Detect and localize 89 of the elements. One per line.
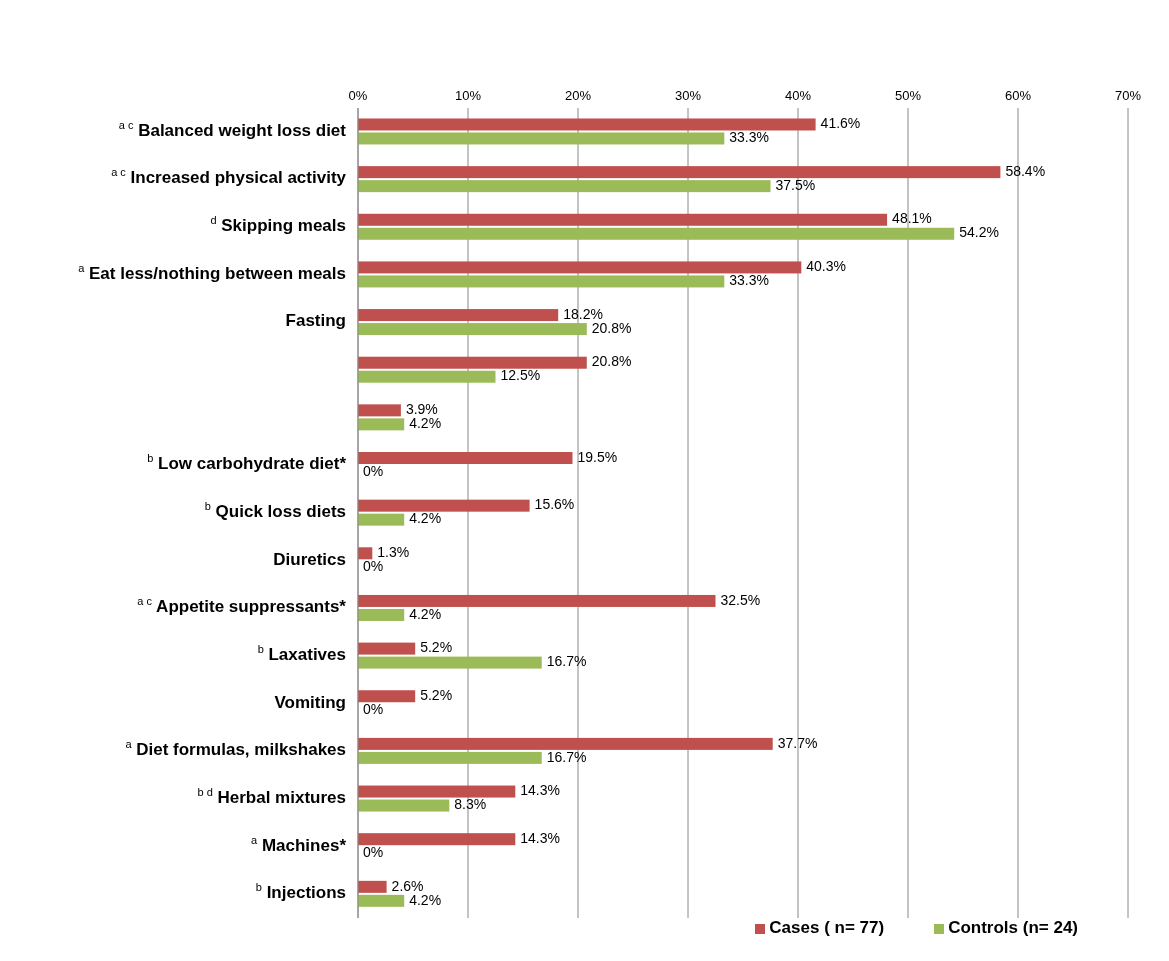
y-tick-label: Vomiting (274, 693, 346, 713)
y-tick-label: $^{a c}$ Appetite suppressants* (137, 595, 347, 617)
bar (358, 370, 496, 383)
data-label: 33.3% (729, 272, 769, 289)
data-label: 3.9% (405, 401, 438, 418)
y-tick-label: Fasting (285, 311, 346, 331)
data-label: 58.4% (1005, 162, 1046, 179)
bar (358, 499, 530, 512)
y-tick-label: $^{a c}$ Increased physical activity (111, 166, 347, 188)
bar (358, 642, 416, 655)
x-tick-label: 30% (674, 88, 702, 103)
data-label: 0% (363, 843, 384, 860)
data-label: 4.2% (409, 605, 442, 622)
bar (358, 833, 516, 846)
bar (358, 418, 405, 431)
data-label: 0% (363, 462, 384, 479)
data-label: 16.7% (546, 653, 587, 670)
data-label: 8.3% (454, 796, 487, 813)
data-label: 37.7% (777, 734, 818, 751)
bar (358, 737, 773, 750)
y-tick-label: $^{a c}$ Balanced weight loss diet (118, 118, 347, 141)
bar (358, 132, 725, 145)
bar (358, 356, 587, 369)
bar (358, 594, 716, 607)
data-label: 2.6% (391, 877, 424, 894)
bar (358, 751, 542, 764)
bar (358, 166, 1001, 179)
y-tick-label: $^{d}$ Skipping meals (210, 214, 346, 236)
data-label: 0% (363, 700, 384, 717)
legend-label: Controls (n= 24) (948, 918, 1078, 937)
x-tick-label: 20% (564, 88, 592, 103)
bar (358, 275, 725, 288)
data-label: 41.6% (820, 115, 861, 132)
bar (358, 323, 587, 336)
bar (358, 547, 373, 560)
data-label: 37.5% (775, 176, 816, 193)
data-label: 18.2% (563, 305, 603, 322)
y-tick-label: Diuretics (273, 550, 346, 570)
bar (358, 690, 416, 703)
bar (358, 227, 955, 240)
x-tick-label: 40% (784, 88, 812, 103)
data-label: 14.3% (520, 829, 560, 846)
y-tick-label: $^{b}$ Quick loss diets (204, 499, 346, 522)
bar (358, 452, 573, 465)
x-tick-label: 70% (1114, 88, 1142, 103)
data-label: 15.6% (534, 496, 575, 513)
data-label: 4.2% (409, 415, 442, 432)
bar (358, 404, 401, 417)
x-tick-label: 0% (348, 88, 368, 103)
y-tick-label: $^{b}$ Laxatives (257, 642, 346, 665)
data-label: 20.8% (591, 353, 632, 370)
x-tick-label: 10% (454, 88, 482, 103)
bar (358, 880, 387, 893)
data-label: 4.2% (409, 510, 442, 527)
bar (358, 261, 802, 274)
data-label: 48.1% (892, 210, 932, 227)
data-label: 0% (363, 558, 384, 575)
bar (358, 180, 771, 193)
bar (358, 608, 405, 621)
data-label: 54.2% (959, 224, 999, 241)
y-tick-label: $^{a}$ Machines* (251, 833, 347, 856)
bar (358, 213, 888, 226)
data-label: 4.2% (409, 891, 442, 908)
data-label: 12.5% (500, 367, 541, 384)
data-label: 40.3% (806, 258, 846, 275)
data-label: 5.2% (420, 639, 453, 656)
bar (358, 513, 405, 526)
data-label: 33.3% (729, 129, 769, 146)
y-tick-label: $^{b d}$ Herbal mixtures (197, 785, 346, 808)
data-label: 5.2% (420, 686, 453, 703)
legend-label: Cases ( n= 77) (769, 918, 885, 937)
bar (358, 894, 405, 907)
y-tick-label: $^{b}$ Injections (255, 881, 346, 903)
data-label: 16.7% (546, 748, 587, 765)
bar (358, 799, 450, 812)
x-tick-label: 60% (1004, 88, 1032, 103)
data-label: 20.8% (591, 319, 632, 336)
y-tick-label: $^{a}$ Eat less/nothing between meals (78, 261, 346, 284)
y-tick-label: $^{b}$ Low carbohydrate diet* (147, 452, 347, 474)
bar (358, 118, 816, 131)
data-label: 1.3% (377, 544, 410, 561)
data-label: 19.5% (577, 448, 618, 465)
bar (358, 309, 559, 322)
bar (358, 656, 542, 669)
bar (358, 785, 516, 798)
data-label: 32.5% (720, 591, 761, 608)
data-label: 14.3% (520, 782, 560, 799)
y-tick-label: $^{a}$ Diet formulas, milkshakes (125, 738, 346, 760)
x-tick-label: 50% (894, 88, 922, 103)
